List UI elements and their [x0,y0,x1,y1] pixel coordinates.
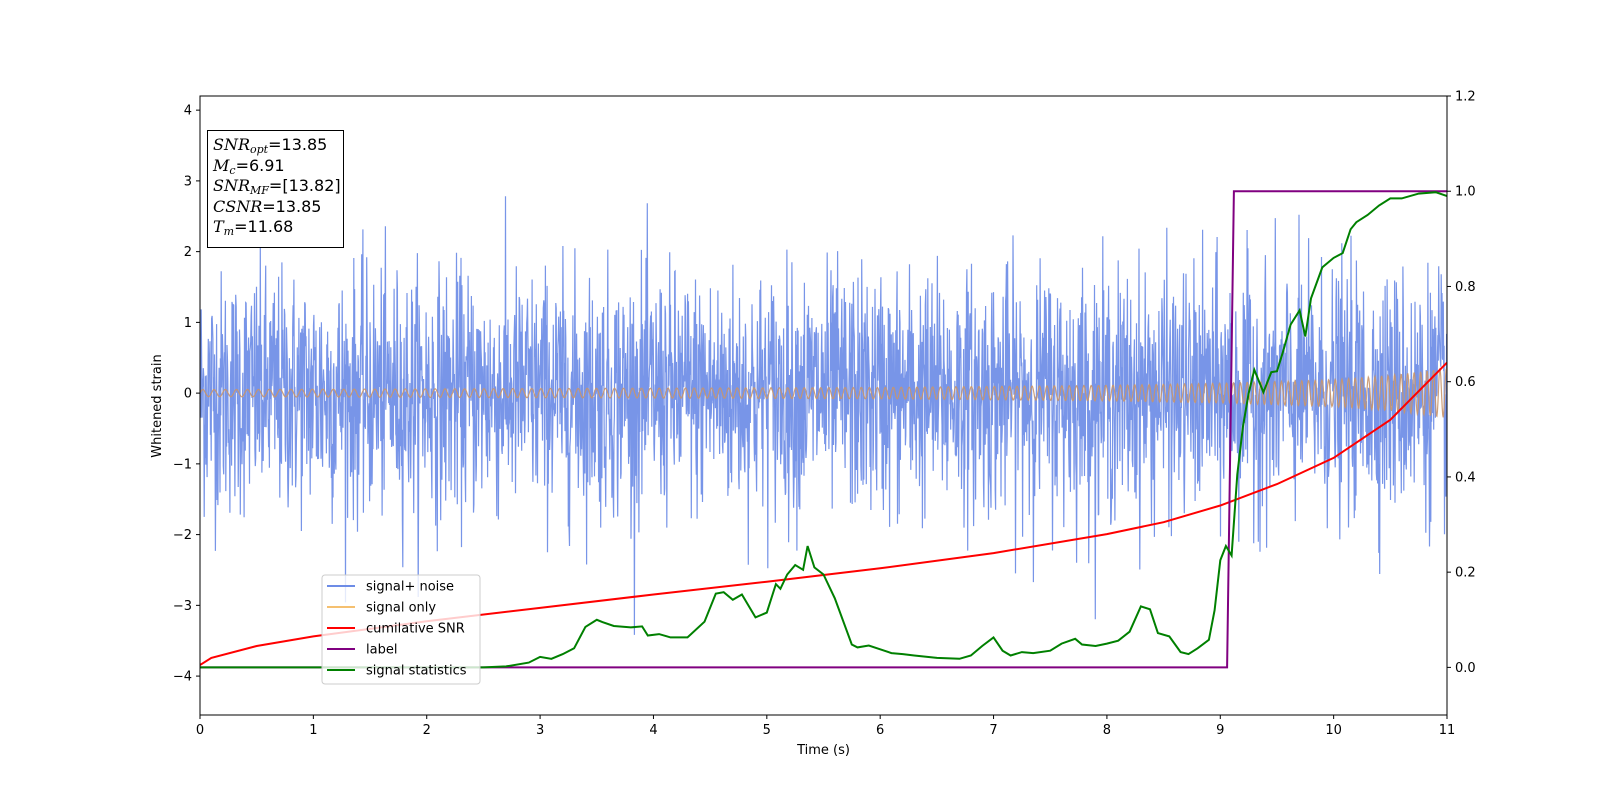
snr-mf-line: SNRMF=[13.82] [213,176,341,197]
y-left-tick-label: 1 [184,316,192,331]
x-tick-label: 7 [989,723,997,738]
y-right-tick-label: 0.0 [1455,661,1476,676]
x-tick-label: 0 [196,723,204,738]
legend-label: label [366,643,397,658]
y-right-tick-label: 0.8 [1455,280,1476,295]
x-tick-label: 9 [1216,723,1224,738]
y-right-tick-label: 0.4 [1455,470,1476,485]
y-left-tick-label: 0 [184,387,192,402]
series-signal-noise [200,196,1447,635]
series-signal-only [200,366,1447,418]
plot-area [200,190,1447,669]
y-axis-label: Whitened strain [150,354,165,457]
legend-label: signal+ noise [366,580,454,595]
stats-annotation-box: SNRopt=13.85 Mc=6.91 SNRMF=[13.82] CSNR=… [207,130,344,248]
y-left-tick-label: −3 [173,599,192,614]
y-right-tick-label: 1.2 [1455,90,1476,105]
tm-line: Tm=11.68 [213,217,294,238]
x-tick-label: 5 [763,723,771,738]
legend-label: signal only [366,601,436,616]
axis-ticks: 0 1 2 3 4 5 6 7 8 9 10 11 −4 −3 −2 −1 0 1 2 3 4 0.0 0.2 0.4 0.6 0… [173,90,1476,739]
x-tick-label: 3 [536,723,544,738]
y-right-tick-label: 1.0 [1455,185,1476,200]
x-tick-label: 1 [309,723,317,738]
x-tick-label: 4 [649,723,657,738]
x-axis-label: Time (s) [796,743,850,758]
x-tick-label: 8 [1103,723,1111,738]
series-signal-statistics [200,191,1447,669]
y-left-tick-label: 4 [184,104,192,119]
plot-frame [199,95,1448,716]
legend-label: signal statistics [366,664,467,679]
legend: signal+ noise signal only cumilative SNR la… [321,574,481,685]
y-left-tick-label: −1 [173,457,192,472]
y-left-tick-label: −2 [173,528,192,543]
y-left-tick-label: 2 [184,245,192,260]
x-tick-label: 10 [1325,723,1342,738]
legend-label: cumilative SNR [366,622,465,637]
y-right-tick-label: 0.2 [1455,566,1476,581]
series-label [200,190,1447,669]
legend-box [321,574,481,685]
y-left-tick-label: 3 [184,174,192,189]
csnr-line: CSNR=13.85 [213,196,322,216]
x-tick-label: 6 [876,723,884,738]
x-tick-label: 2 [423,723,431,738]
series-cumilative-snr [200,361,1447,666]
y-left-tick-label: −4 [173,670,192,685]
y-right-tick-label: 0.6 [1455,375,1476,390]
x-tick-label: 11 [1439,723,1456,738]
chirp-mass-line: Mc=6.91 [213,155,285,177]
snr-opt-line: SNRopt=13.85 [213,135,328,156]
